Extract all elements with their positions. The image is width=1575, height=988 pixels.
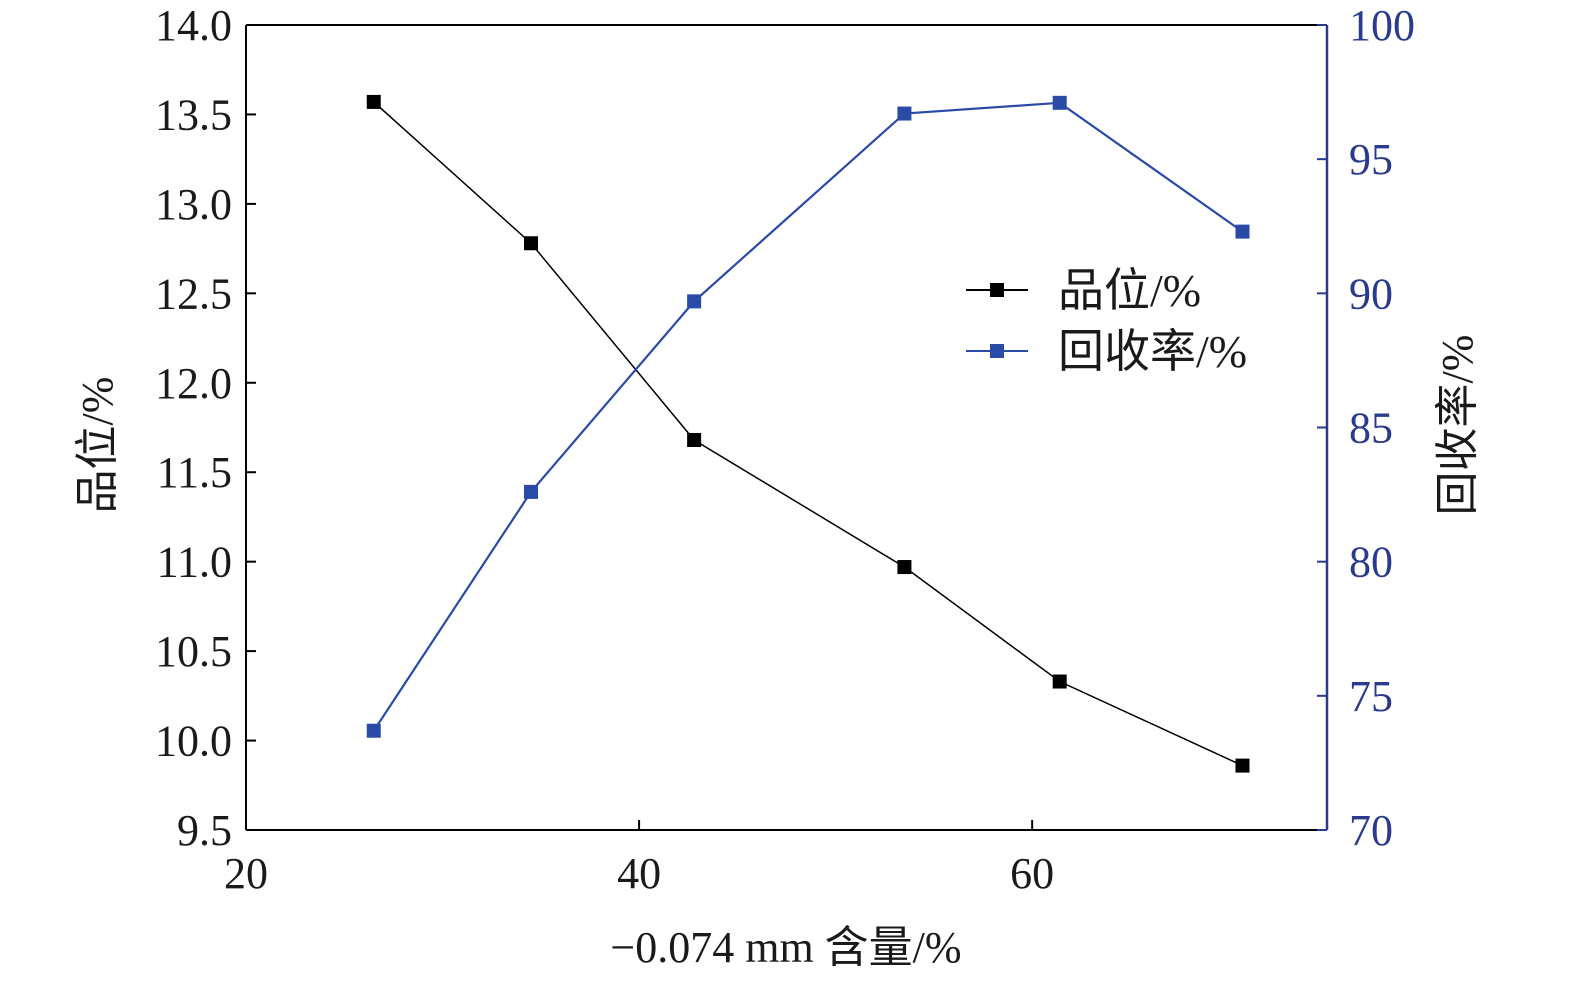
y-left-tick-label: 11.5 (157, 448, 232, 497)
data-point-grade (1052, 674, 1067, 689)
data-point-recovery (366, 723, 381, 738)
y-left-tick-label: 10.5 (155, 627, 232, 676)
y-left-tick-label: 12.5 (155, 269, 232, 318)
y-right-tick-label: 85 (1349, 404, 1393, 453)
y-left-tick-label: 13.0 (155, 180, 232, 229)
data-point-grade (366, 94, 381, 109)
y-axis-right-label: 回收率/% (1433, 335, 1482, 516)
data-point-recovery (897, 106, 912, 121)
x-tick-label: 60 (1010, 849, 1054, 898)
data-point-recovery (1235, 224, 1250, 239)
y-left-tick-label: 11.0 (157, 538, 232, 587)
data-point-grade (687, 433, 702, 448)
x-axis-label: −0.074 mm 含量/% (610, 923, 961, 972)
y-left-tick-label: 12.0 (155, 359, 232, 408)
legend-marker (990, 344, 1004, 358)
data-point-recovery (1052, 95, 1067, 110)
y-right-tick-label: 70 (1349, 806, 1393, 855)
x-tick-label: 40 (617, 849, 661, 898)
y-right-tick-label: 80 (1349, 538, 1393, 587)
axes-layer: 20 40 60 9.5 10.0 10.5 11.0 11.5 12.0 12.5 13.0 13.… (155, 1, 1415, 898)
y-left-tick-label: 14.0 (155, 1, 232, 50)
legend: 品位/% 回收率/% (966, 265, 1247, 377)
legend-label: 品位/% (1058, 265, 1201, 316)
series-line-recovery (372, 101, 1244, 732)
data-point-recovery (687, 294, 702, 309)
legend-marker (990, 283, 1004, 297)
y-axis-left-label: 品位/% (73, 377, 122, 514)
y-right-tick-label: 95 (1349, 135, 1393, 184)
series-line-grade (373, 101, 1243, 767)
y-left-tick-label: 13.5 (155, 90, 232, 139)
series-layer (366, 94, 1250, 773)
data-point-grade (897, 560, 912, 575)
legend-label: 回收率/% (1058, 326, 1247, 377)
y-left-tick-label: 10.0 (155, 717, 232, 766)
data-point-grade (523, 236, 538, 251)
y-right-tick-label: 100 (1349, 1, 1415, 50)
y-right-tick-label: 90 (1349, 269, 1393, 318)
data-point-recovery (523, 484, 538, 499)
y-right-tick-label: 75 (1349, 672, 1393, 721)
y-left-tick-label: 9.5 (177, 806, 232, 855)
data-point-grade (1235, 758, 1250, 773)
x-tick-label: 20 (224, 849, 268, 898)
